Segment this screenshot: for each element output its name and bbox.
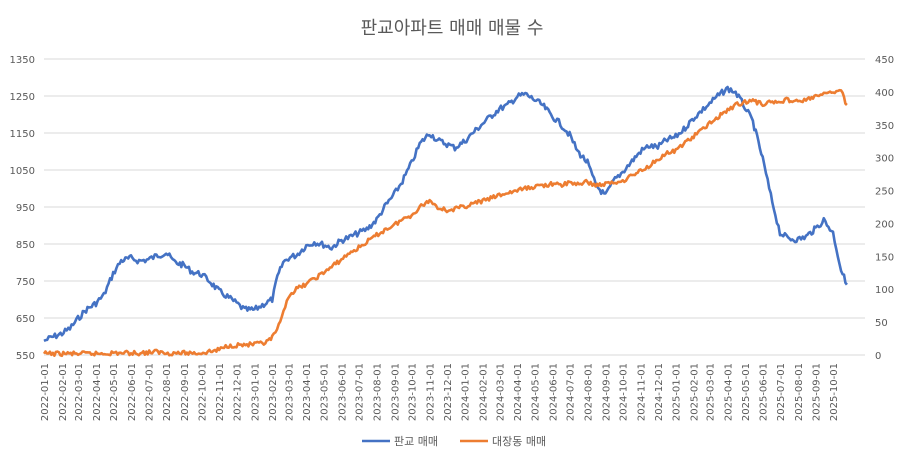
x-tick-label: 2023-05-01: [320, 363, 331, 421]
x-tick-label: 2022-06-01: [127, 363, 138, 421]
x-tick-label: 2023-12-01: [443, 363, 454, 421]
left-y-tick-label: 1350: [10, 55, 35, 66]
right-y-tick-label: 450: [875, 55, 894, 66]
x-tick-label: 2022-05-01: [109, 363, 120, 421]
legend: 판교 매매 대장동 매매: [362, 435, 546, 448]
x-tick-label: 2022-02-01: [58, 363, 69, 421]
x-tick-label: 2023-07-01: [355, 363, 366, 421]
x-tick-label: 2024-02-01: [479, 363, 490, 421]
x-tick-label: 2025-01-01: [672, 363, 683, 421]
x-tick-label: 2023-10-01: [408, 363, 419, 421]
left-y-tick-label: 550: [16, 351, 35, 362]
x-axis: 2022-01-01 2022-02-01 2022-03-01 2022-04-01…: [40, 363, 840, 421]
left-y-tick-label: 1150: [10, 129, 35, 140]
left-y-tick-label: 850: [16, 240, 35, 251]
x-tick-label: 2024-06-01: [548, 363, 559, 421]
x-tick-label: 2023-06-01: [337, 363, 348, 421]
x-tick-label: 2023-04-01: [302, 363, 313, 421]
x-tick-label: 2024-01-01: [461, 363, 472, 421]
legend-label: 판교 매매: [394, 435, 438, 448]
x-tick-label: 2022-09-01: [180, 363, 191, 421]
left-y-tick-label: 950: [16, 203, 35, 214]
x-tick-label: 2022-01-01: [40, 363, 51, 421]
chart-title: 판교아파트 매매 매물 수: [361, 18, 544, 39]
x-tick-label: 2025-05-01: [741, 363, 752, 421]
x-tick-label: 2022-04-01: [92, 363, 103, 421]
x-tick-label: 2022-08-01: [162, 363, 173, 421]
x-tick-label: 2022-11-01: [215, 363, 226, 421]
right-y-tick-label: 300: [875, 154, 894, 165]
x-tick-label: 2025-08-01: [794, 363, 805, 421]
x-tick-label: 2025-09-01: [812, 363, 823, 421]
x-tick-label: 2023-11-01: [426, 363, 437, 421]
right-y-tick-label: 50: [875, 318, 888, 329]
left-y-axis: 550 650 750 850 950 1050 1150 1250 1350: [10, 55, 35, 362]
x-tick-label: 2025-02-01: [690, 363, 701, 421]
series-line-1: [43, 85, 848, 343]
x-tick-label: 2024-12-01: [654, 363, 665, 421]
right-y-tick-label: 200: [875, 219, 894, 230]
x-tick-label: 2024-07-01: [566, 363, 577, 421]
x-tick-label: 2022-07-01: [144, 363, 155, 421]
x-tick-label: 2022-12-01: [233, 363, 244, 421]
x-tick-label: 2025-10-01: [829, 363, 840, 421]
right-y-tick-label: 350: [875, 121, 894, 132]
right-y-tick-label: 100: [875, 285, 894, 296]
x-tick-label: 2024-09-01: [601, 363, 612, 421]
x-tick-label: 2023-08-01: [373, 363, 384, 421]
legend-label: 대장동 매매: [492, 435, 546, 448]
right-y-tick-label: 250: [875, 187, 894, 198]
x-tick-label: 2023-09-01: [390, 363, 401, 421]
series-line-2: [42, 88, 848, 358]
left-y-tick-label: 650: [16, 314, 35, 325]
x-tick-label: 2023-02-01: [268, 363, 279, 421]
x-tick-label: 2024-05-01: [530, 363, 541, 421]
left-y-tick-label: 1250: [10, 92, 35, 103]
right-y-tick-label: 400: [875, 88, 894, 99]
x-tick-label: 2025-06-01: [759, 363, 770, 421]
left-y-tick-label: 1050: [10, 166, 35, 177]
x-tick-label: 2022-03-01: [74, 363, 85, 421]
x-tick-label: 2025-04-01: [724, 363, 735, 421]
x-tick-label: 2024-04-01: [513, 363, 524, 421]
right-y-tick-label: 0: [875, 351, 881, 362]
x-tick-label: 2025-07-01: [776, 363, 787, 421]
x-tick-label: 2022-10-01: [197, 363, 208, 421]
right-y-axis: 0 50 100 150 200 250 300 350 400 450: [875, 55, 894, 362]
x-tick-label: 2025-03-01: [706, 363, 717, 421]
x-tick-label: 2023-03-01: [284, 363, 295, 421]
x-tick-label: 2023-01-01: [250, 363, 261, 421]
x-tick-label: 2024-10-01: [619, 363, 630, 421]
x-tick-label: 2024-08-01: [584, 363, 595, 421]
left-y-tick-label: 750: [16, 277, 35, 288]
x-tick-label: 2024-03-01: [495, 363, 506, 421]
right-y-tick-label: 150: [875, 252, 894, 263]
series-lines: [42, 85, 848, 358]
x-tick-label: 2024-11-01: [637, 363, 648, 421]
